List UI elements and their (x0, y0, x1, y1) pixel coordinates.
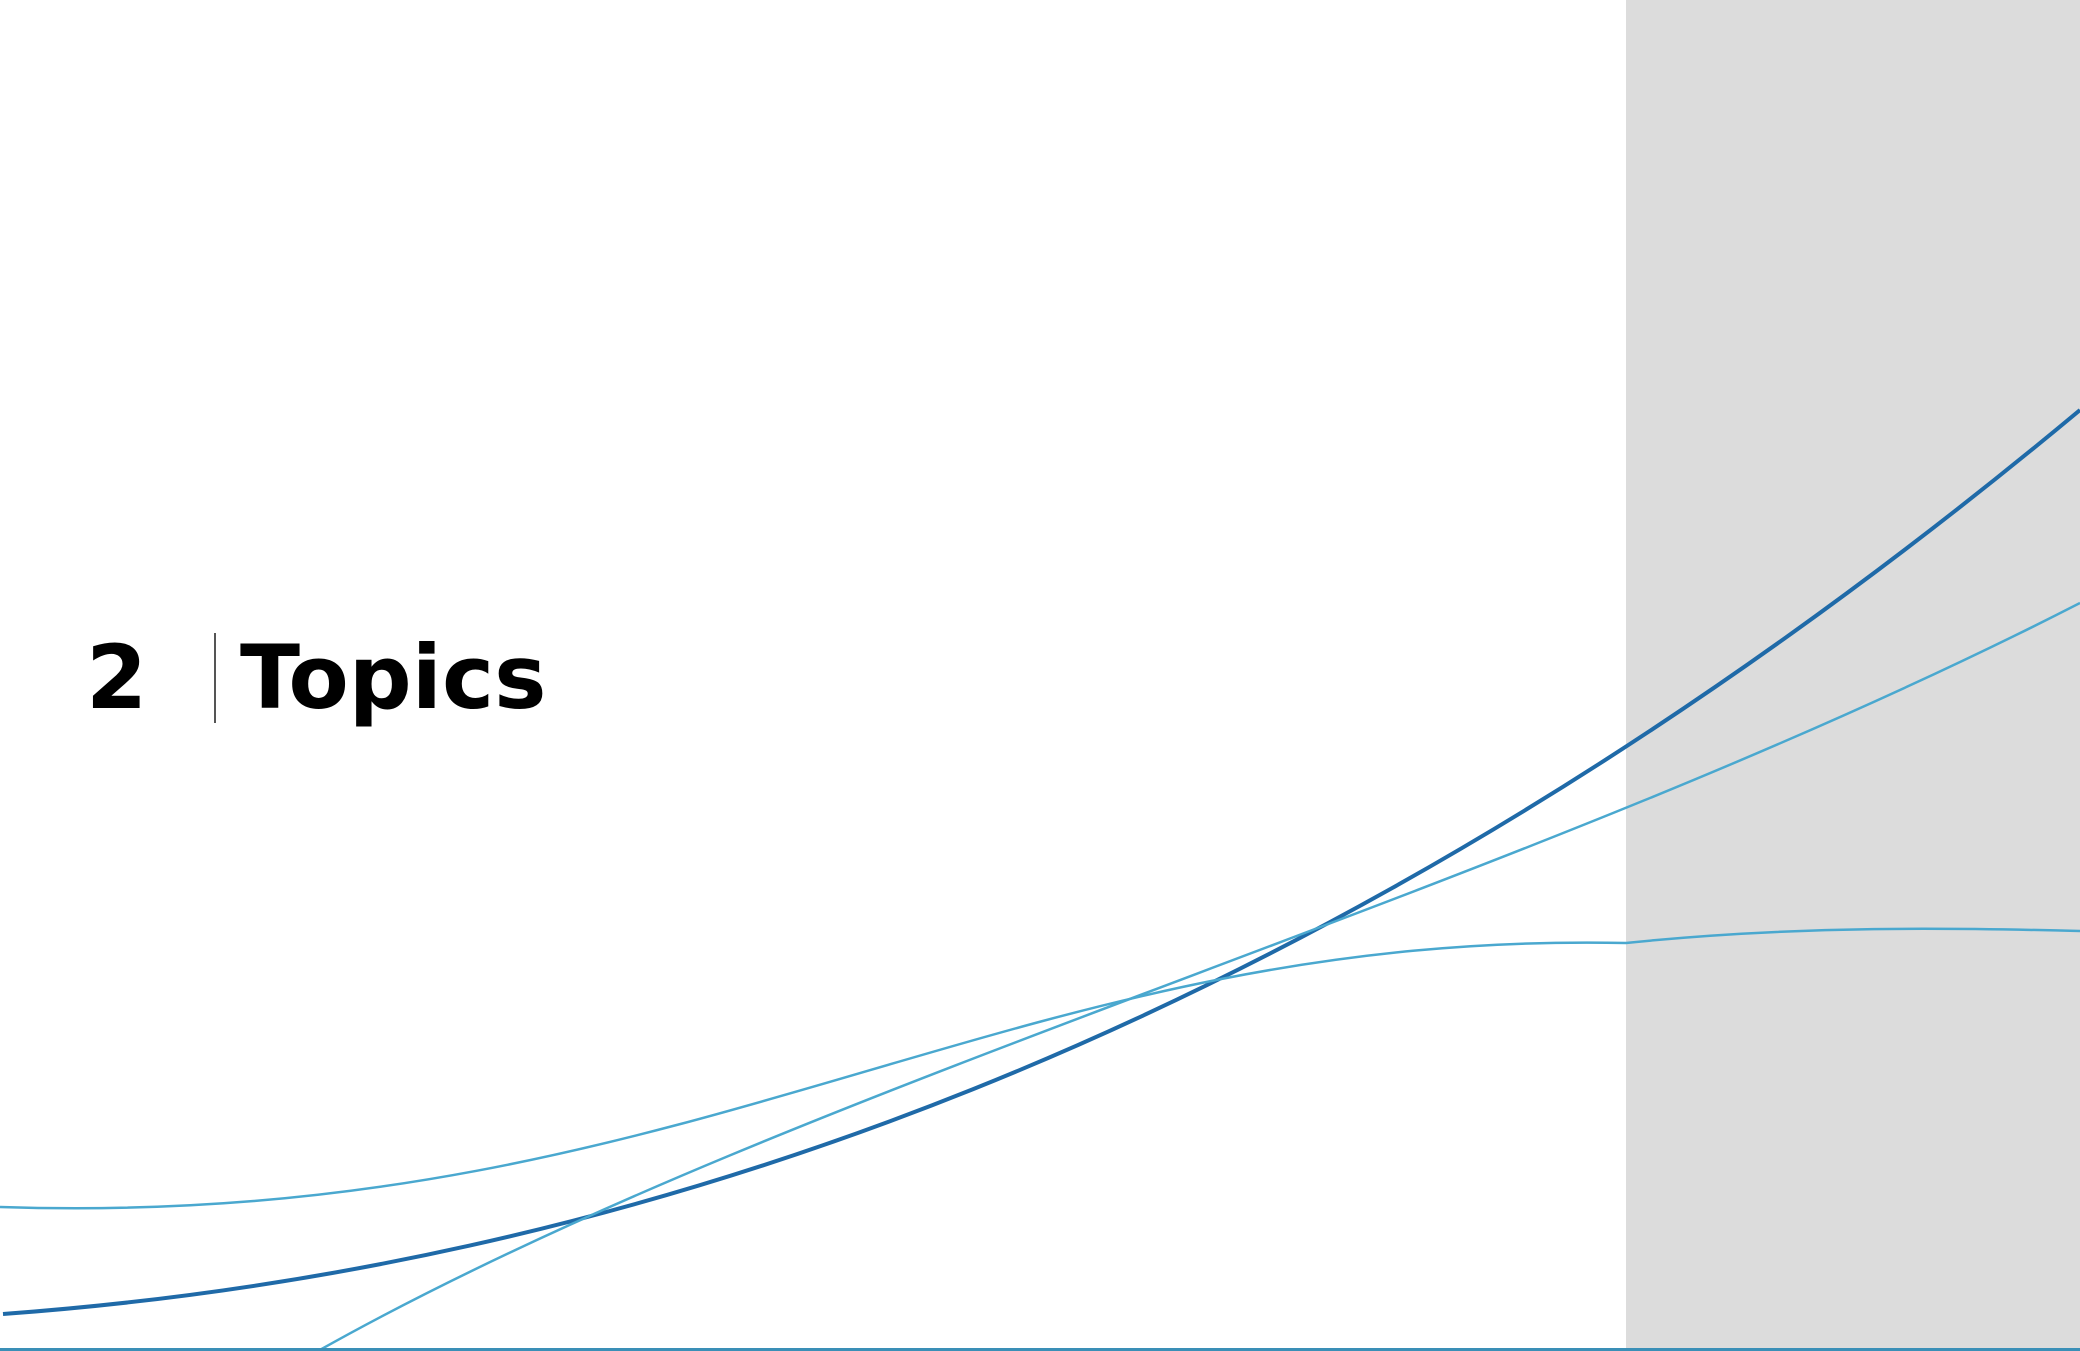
heading-divider (214, 633, 216, 723)
section-title: Topics (240, 626, 547, 729)
section-number: 2 (86, 626, 148, 729)
curve-dark (2, 408, 2080, 1316)
curve-light-flat (0, 927, 2080, 1210)
bottom-rule (0, 1348, 2080, 1351)
section-heading: 2 Topics (86, 630, 547, 726)
curve-light-steep (317, 601, 2080, 1351)
side-panel (1626, 0, 2080, 1351)
